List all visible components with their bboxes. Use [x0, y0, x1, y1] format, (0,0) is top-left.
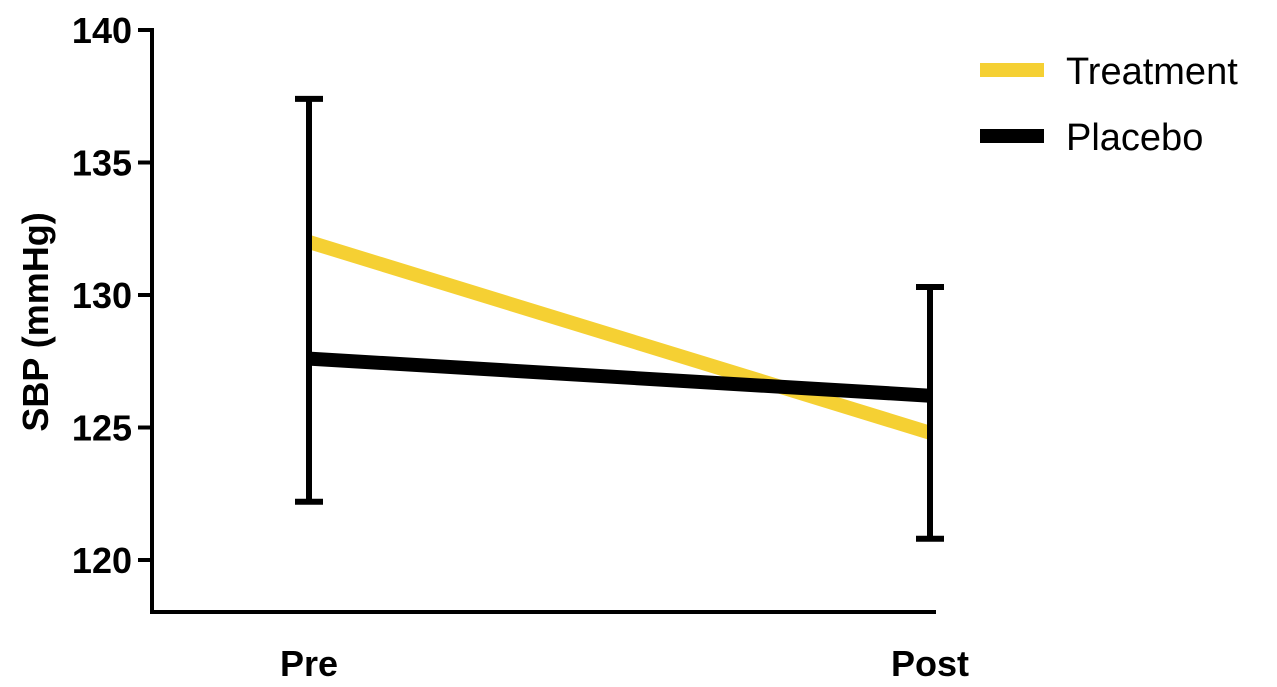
legend-label: Placebo	[1066, 117, 1203, 159]
y-ticks: 120 125 130 135 140	[72, 10, 152, 581]
legend-label: Treatment	[1066, 51, 1238, 93]
y-tick-label: 140	[72, 10, 132, 51]
series-treatment	[306, 235, 933, 440]
x-tick-label: Post	[891, 643, 969, 684]
series-line	[306, 235, 933, 440]
y-tick-label: 135	[72, 143, 132, 184]
y-tick-label: 125	[72, 408, 132, 449]
series-layer	[295, 95, 944, 542]
x-tick-label: Pre	[280, 643, 338, 684]
legend: Treatment Placebo	[980, 51, 1238, 159]
y-tick-label: 130	[72, 275, 132, 316]
y-tick-label: 120	[72, 540, 132, 581]
series-placebo	[295, 95, 944, 542]
axes: 120 125 130 135 140 Pre Post SBP (mmHg)	[15, 10, 969, 684]
series-line	[308, 351, 931, 403]
x-ticks: Pre Post	[280, 643, 969, 684]
y-axis-title: SBP (mmHg)	[15, 212, 56, 431]
